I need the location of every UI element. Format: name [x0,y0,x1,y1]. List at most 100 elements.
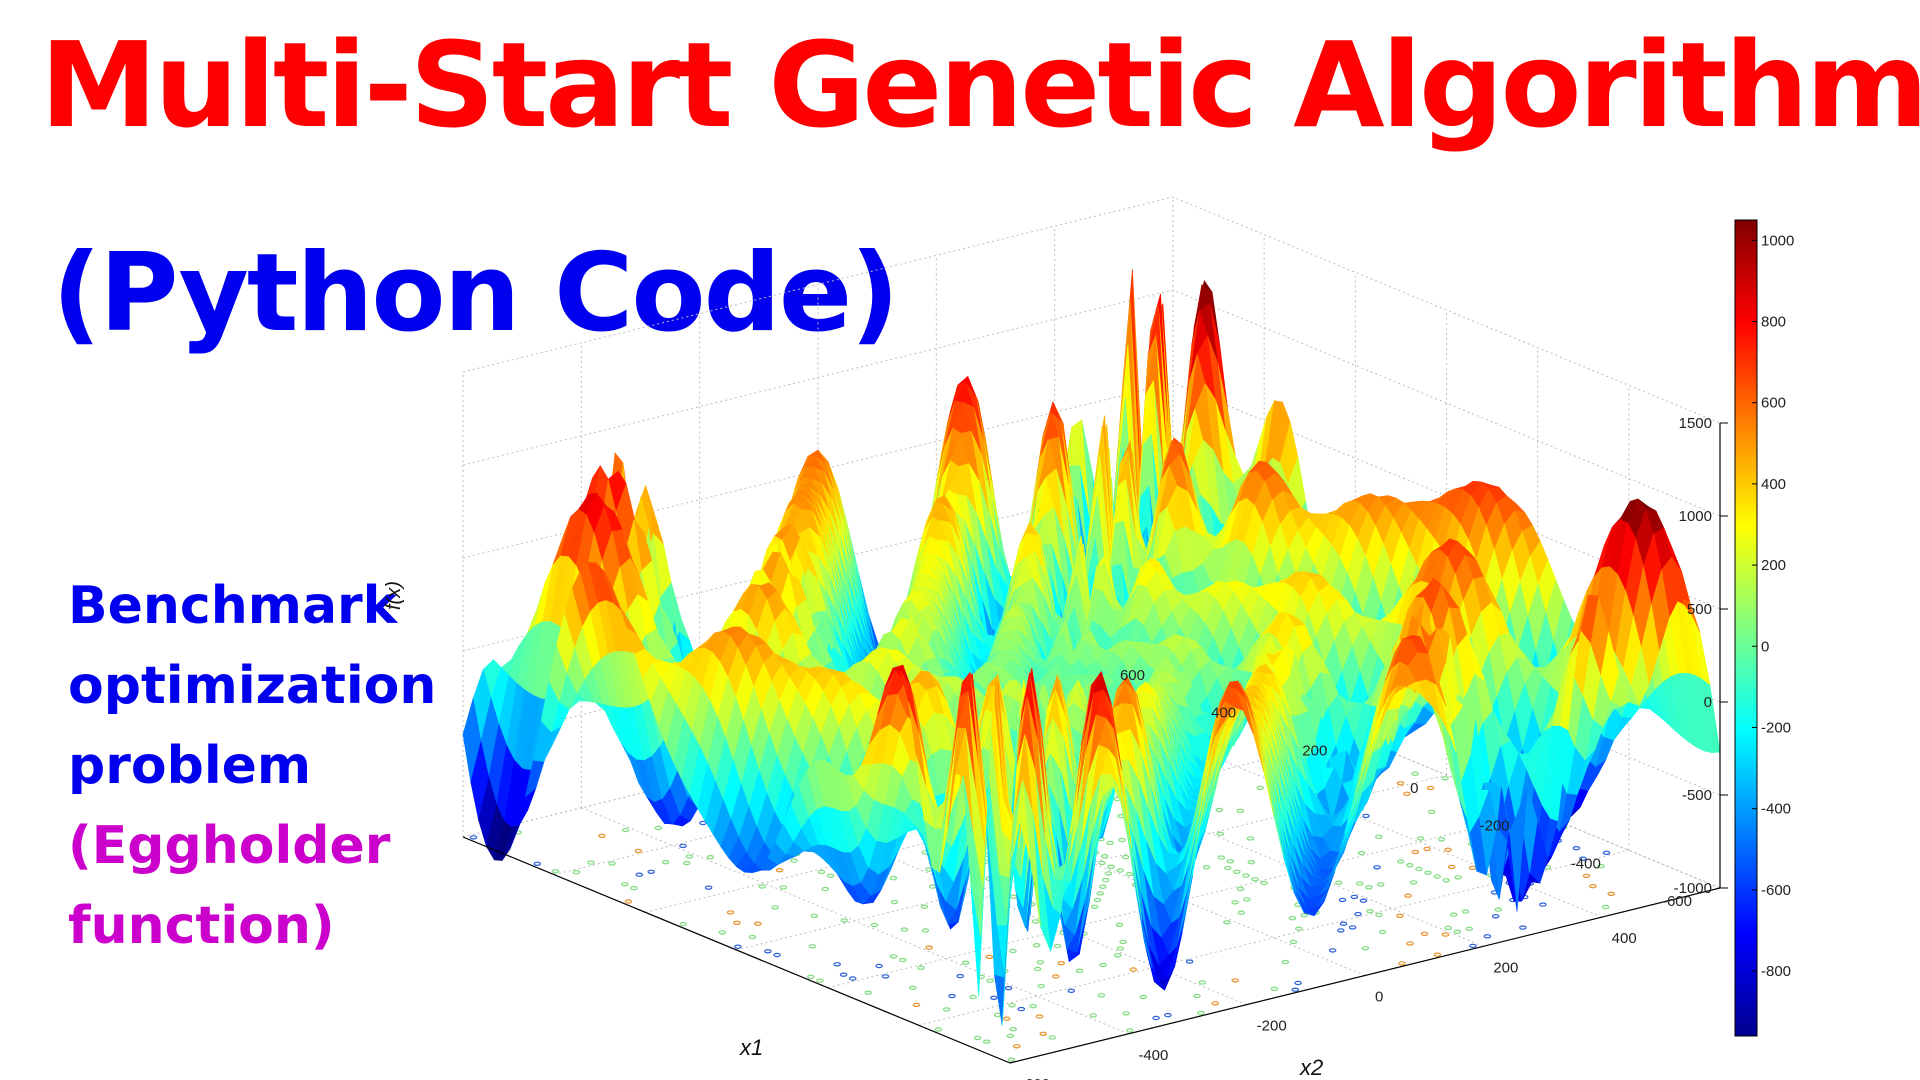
contour-mark [1328,948,1337,953]
contour-mark [942,1007,951,1012]
contour-mark [1217,855,1226,860]
contour-mark [1359,898,1368,903]
contour-mark [1185,959,1194,964]
contour-mark [934,1027,943,1032]
contour-mark [1375,912,1383,918]
contour-mark [682,860,691,866]
contour-mark [654,825,663,831]
contour-mark [1125,872,1134,877]
contour-mark [1338,897,1347,903]
contour-mark [840,918,849,923]
side-text-line-3: problem [68,736,312,796]
contour-mark [1468,865,1477,871]
contour-mark [1449,912,1458,917]
contour-mark [1375,834,1383,840]
contour-mark [982,1039,991,1044]
contour-mark [1017,1006,1026,1012]
contour-mark [1589,884,1597,889]
contour-mark [1236,886,1245,892]
contour-mark [572,870,581,875]
contour-mark [1494,907,1503,912]
contour-mark [1339,921,1348,926]
contour-mark [748,934,757,940]
contour-mark [1243,897,1251,902]
contour-mark [1164,1012,1172,1018]
contour-mark [1300,913,1309,918]
contour-mark [1057,961,1066,966]
contour-mark [779,885,788,890]
contour-mark [1366,909,1374,914]
contour-mark [758,884,767,889]
contour-mark [634,848,643,854]
contour-mark [587,860,595,865]
contour-mark [773,952,781,958]
contour-mark [1053,943,1062,949]
contour-mark [620,882,629,887]
contour-mark [1411,771,1419,776]
contour-mark [718,930,727,935]
contour-mark [1461,909,1470,914]
contour-mark [969,994,977,1000]
contour-mark [821,886,830,892]
contour-mark [1075,968,1084,973]
contour-mark [1294,980,1302,986]
contour-mark [1211,1001,1220,1006]
contour-mark [1362,813,1370,819]
floor-grid-x-1 [918,849,1629,1026]
contour-mark [1032,943,1041,948]
contour-mark [1289,939,1298,945]
contour-mark [608,861,616,866]
contour-mark [1031,919,1040,924]
contour-mark [900,927,909,932]
contour-mark [889,954,898,959]
contour-mark [753,921,762,926]
contour-mark [1036,960,1045,965]
sub-title: (Python Code) [52,231,899,356]
contour-mark [1033,966,1042,972]
contour-mark [1121,854,1130,860]
contour-mark [1424,870,1432,876]
contour-mark [810,913,819,919]
contour-mark [973,1035,982,1041]
contour-mark [1251,877,1259,882]
contour-mark [551,869,560,874]
contour-mark [1378,929,1387,935]
contour-mark [1396,913,1404,919]
contour-mark [990,995,998,1001]
contour-mark [848,976,857,981]
contour-mark [1354,911,1362,917]
contour-mark [1442,878,1451,883]
contour-mark [1357,850,1366,856]
contour-mark [1039,1031,1048,1037]
contour-mark [1129,967,1138,972]
side-text-line-2: optimization [68,656,437,716]
contour-mark [806,974,815,980]
contour-mark [925,945,933,950]
contour-mark [1447,864,1456,870]
contour-mark [1097,993,1106,998]
contour-mark [1029,1004,1037,1009]
contour-mark [1139,994,1148,1000]
contour-mark [1223,865,1232,871]
grid-line-z-3 [462,382,1721,610]
contour-mark [1607,891,1616,897]
contour-mark [1099,884,1107,889]
contour-mark [1260,880,1268,886]
surface-mesh [462,269,1721,1026]
contour-mark [1426,785,1435,791]
contour-mark [1295,926,1303,931]
contour-mark [1089,1013,1098,1018]
contour-mark [1361,946,1370,951]
side-text-line-5: function) [68,896,335,956]
contour-mark [1223,920,1231,925]
contour-mark [704,885,713,890]
contour-mark [1096,891,1105,896]
contour-mark [961,960,970,965]
contour-mark [986,978,995,983]
contour-mark [1107,864,1115,869]
contour-mark [1193,993,1201,999]
contour-mark [1441,932,1450,937]
contour-mark [1007,1057,1016,1062]
contour-mark [1152,1015,1160,1021]
contour-mark [917,965,925,970]
